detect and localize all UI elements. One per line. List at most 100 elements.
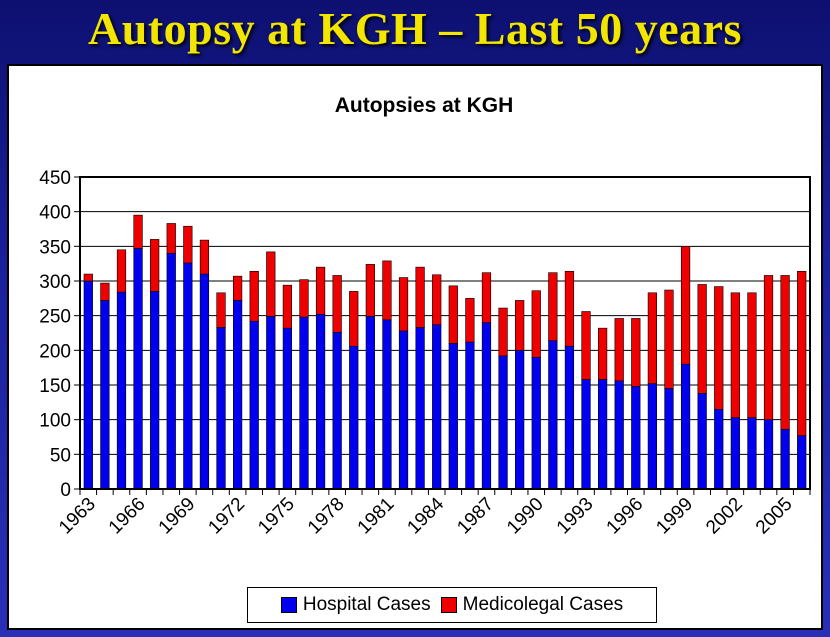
x-tick-label: 1972 bbox=[204, 494, 249, 539]
bar-hospital-1990 bbox=[531, 356, 541, 490]
bar-hospital-1966 bbox=[133, 248, 143, 490]
legend-label-medicolegal: Medicolegal Cases bbox=[462, 594, 624, 615]
bar-hospital-1964 bbox=[100, 300, 110, 490]
bar-medicolegal-1975 bbox=[282, 284, 292, 329]
bar-medicolegal-1967 bbox=[150, 239, 160, 292]
bar-medicolegal-1964 bbox=[100, 282, 110, 301]
bar-medicolegal-1966 bbox=[133, 214, 143, 249]
y-tick-labels: 0 50 100 150 200 250 300 350 400 450 bbox=[39, 168, 71, 501]
bar-medicolegal-1994 bbox=[597, 327, 608, 380]
bar-hospital-1992 bbox=[564, 345, 575, 490]
bar-hospital-2001 bbox=[714, 408, 724, 490]
bar-hospital-1983 bbox=[415, 327, 425, 490]
bar-hospital-1977 bbox=[315, 313, 326, 490]
bar-hospital-1985 bbox=[448, 343, 458, 490]
bar-medicolegal-1969 bbox=[183, 225, 193, 264]
bar-hospital-1976 bbox=[299, 316, 309, 490]
bar-medicolegal-1984 bbox=[432, 274, 442, 325]
stacked-bar-chart: Autopsies at KGH 0 50 100 150 200 250 300 350 40… bbox=[39, 94, 811, 538]
bar-medicolegal-2003 bbox=[747, 292, 757, 418]
x-tick-label: 2002 bbox=[702, 494, 747, 539]
bar-hospital-1974 bbox=[266, 316, 276, 490]
bar-hospital-1989 bbox=[515, 350, 525, 490]
x-tick-label: 1975 bbox=[254, 494, 299, 539]
legend: Hospital Cases Medicolegal Cases bbox=[247, 587, 657, 623]
bar-medicolegal-1976 bbox=[299, 279, 309, 318]
bar-hospital-1979 bbox=[349, 345, 359, 490]
bar-hospital-1998 bbox=[664, 388, 674, 490]
y-tick-label: 350 bbox=[39, 237, 71, 258]
y-tick-label: 0 bbox=[60, 480, 71, 501]
legend-swatch-hospital bbox=[280, 597, 297, 613]
bar-medicolegal-2006 bbox=[797, 270, 807, 436]
bar-hospital-1971 bbox=[216, 327, 226, 490]
bar-medicolegal-1991 bbox=[548, 272, 558, 341]
bar-hospital-1999 bbox=[680, 363, 691, 490]
bar-medicolegal-1999 bbox=[680, 246, 691, 365]
bar-hospital-1978 bbox=[332, 332, 342, 490]
bar-medicolegal-1992 bbox=[564, 270, 575, 347]
bar-hospital-2002 bbox=[730, 417, 740, 490]
axes bbox=[79, 176, 811, 495]
x-tick-label: 2005 bbox=[752, 494, 797, 539]
bar-hospital-1984 bbox=[432, 324, 442, 490]
bar-medicolegal-1987 bbox=[481, 272, 492, 323]
x-tick-label: 1987 bbox=[453, 494, 498, 539]
bar-medicolegal-1981 bbox=[382, 260, 392, 321]
bar-medicolegal-1990 bbox=[531, 290, 541, 358]
bar-hospital-1970 bbox=[199, 273, 210, 490]
bar-medicolegal-1989 bbox=[515, 300, 525, 351]
bar-hospital-1965 bbox=[116, 291, 127, 490]
legend-swatch-medicolegal bbox=[440, 597, 457, 613]
bar-medicolegal-1979 bbox=[349, 291, 359, 347]
bar-medicolegal-1972 bbox=[233, 275, 243, 301]
bar-medicolegal-1986 bbox=[465, 298, 475, 343]
bar-medicolegal-2005 bbox=[780, 275, 790, 430]
bar-hospital-1969 bbox=[183, 262, 193, 490]
bar-hospital-1967 bbox=[150, 291, 160, 490]
bar-medicolegal-1983 bbox=[415, 266, 425, 328]
bars bbox=[83, 214, 807, 490]
bar-medicolegal-1977 bbox=[315, 266, 326, 315]
bar-medicolegal-1993 bbox=[581, 311, 591, 380]
bar-hospital-1997 bbox=[647, 383, 658, 490]
bar-medicolegal-1971 bbox=[216, 292, 226, 328]
bar-hospital-1988 bbox=[498, 355, 508, 490]
bar-medicolegal-1968 bbox=[166, 223, 176, 254]
legend-item-medicolegal: Medicolegal Cases bbox=[440, 594, 624, 616]
bar-medicolegal-1965 bbox=[116, 249, 127, 293]
bar-hospital-1980 bbox=[365, 316, 375, 490]
legend-item-hospital: Hospital Cases bbox=[280, 594, 431, 616]
bar-medicolegal-1974 bbox=[266, 251, 276, 317]
legend-label-hospital: Hospital Cases bbox=[302, 594, 431, 615]
bar-medicolegal-1978 bbox=[332, 275, 342, 333]
bar-hospital-1987 bbox=[481, 322, 492, 490]
bar-medicolegal-2000 bbox=[697, 284, 707, 394]
y-tick-label: 450 bbox=[39, 168, 71, 189]
bar-medicolegal-1982 bbox=[398, 277, 409, 332]
bar-hospital-2006 bbox=[797, 435, 807, 490]
y-tick-label: 300 bbox=[39, 272, 71, 293]
x-tick-labels: 1963 1966 1969 1972 1975 1978 1981 1984 1987 1990… bbox=[55, 493, 797, 538]
y-tick-label: 100 bbox=[39, 411, 71, 432]
bar-hospital-1993 bbox=[581, 379, 591, 490]
bar-hospital-1973 bbox=[249, 320, 259, 490]
bar-hospital-1968 bbox=[166, 252, 176, 490]
bar-hospital-1991 bbox=[548, 340, 558, 490]
bar-hospital-2003 bbox=[747, 417, 757, 490]
y-tick-label: 200 bbox=[39, 341, 71, 362]
x-tick-label: 1978 bbox=[304, 494, 349, 539]
bar-hospital-2005 bbox=[780, 429, 790, 490]
bar-hospital-1995 bbox=[614, 380, 624, 490]
x-tick-label: 1990 bbox=[503, 494, 548, 539]
x-tick-label: 1969 bbox=[155, 494, 200, 539]
bar-hospital-1994 bbox=[597, 379, 608, 490]
slide-title: Autopsy at KGH – Last 50 years bbox=[88, 3, 742, 54]
bar-medicolegal-1985 bbox=[448, 285, 458, 344]
bar-medicolegal-1973 bbox=[249, 270, 259, 322]
bar-hospital-1975 bbox=[282, 327, 292, 490]
bar-hospital-2000 bbox=[697, 393, 707, 490]
bar-hospital-1996 bbox=[631, 386, 641, 490]
bar-medicolegal-1995 bbox=[614, 318, 624, 382]
x-tick-label: 1993 bbox=[553, 494, 598, 539]
